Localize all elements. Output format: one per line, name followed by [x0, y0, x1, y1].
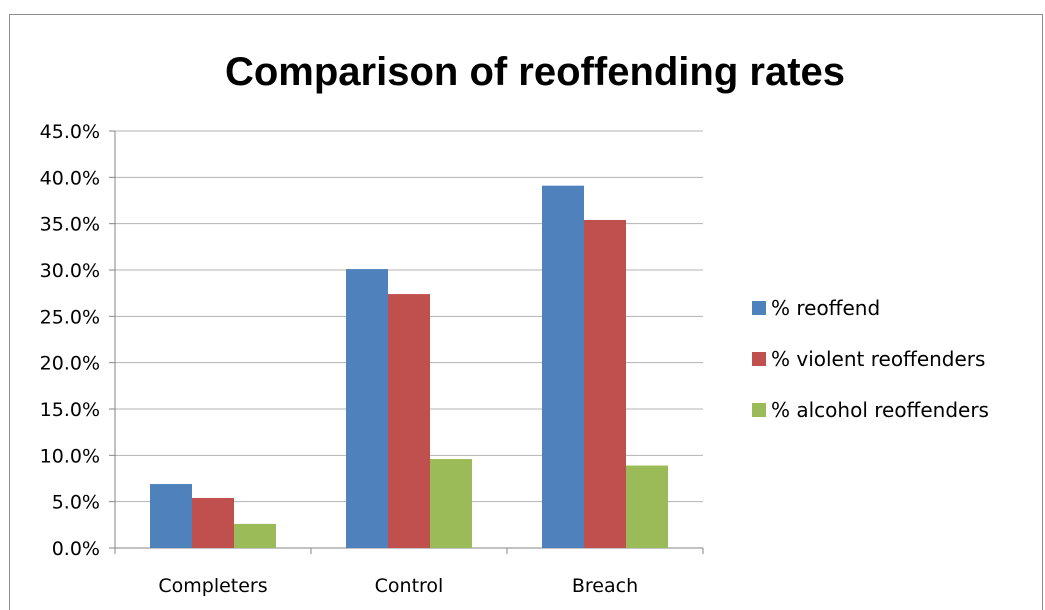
bar	[234, 523, 276, 548]
y-tick-label: 30.0%	[40, 260, 100, 282]
y-tick-label: 15.0%	[40, 399, 100, 421]
chart-title: Comparison of reoffending rates	[225, 50, 845, 94]
legend-label: % alcohol reoffenders	[771, 398, 989, 422]
y-tick-label: 40.0%	[40, 167, 100, 189]
y-tick-label: 10.0%	[40, 445, 100, 467]
x-tick-label: Completers	[158, 575, 267, 597]
bar	[430, 459, 472, 548]
bar	[150, 484, 192, 548]
legend-label: % reoffend	[771, 296, 880, 320]
bar	[584, 219, 626, 548]
x-tick-label: Control	[375, 575, 444, 597]
y-tick-label: 20.0%	[40, 353, 100, 375]
y-tick-label: 5.0%	[52, 492, 100, 514]
legend-swatch	[752, 301, 766, 315]
legend-swatch	[752, 352, 766, 366]
y-tick-label: 25.0%	[40, 306, 100, 328]
bar	[192, 497, 234, 548]
bar	[346, 269, 388, 548]
x-axis: Completers Control Breach	[114, 548, 704, 597]
legend-label: % violent reoffenders	[771, 347, 985, 371]
bars	[150, 185, 668, 548]
y-axis: 0.0% 5.0% 10.0% 15.0% 20.0% 25.0% 30.0% 35.0% 40…	[40, 121, 116, 560]
y-tick-label: 35.0%	[40, 214, 100, 236]
x-tick-label: Breach	[572, 575, 638, 597]
legend-swatch	[752, 403, 766, 417]
y-tick-label: 0.0%	[52, 538, 100, 560]
y-tick-label: 45.0%	[40, 121, 100, 143]
bar	[626, 465, 668, 548]
legend: % reoffend % violent reoffenders % alcohol…	[752, 296, 989, 422]
bar	[388, 294, 430, 548]
bar	[542, 185, 584, 548]
